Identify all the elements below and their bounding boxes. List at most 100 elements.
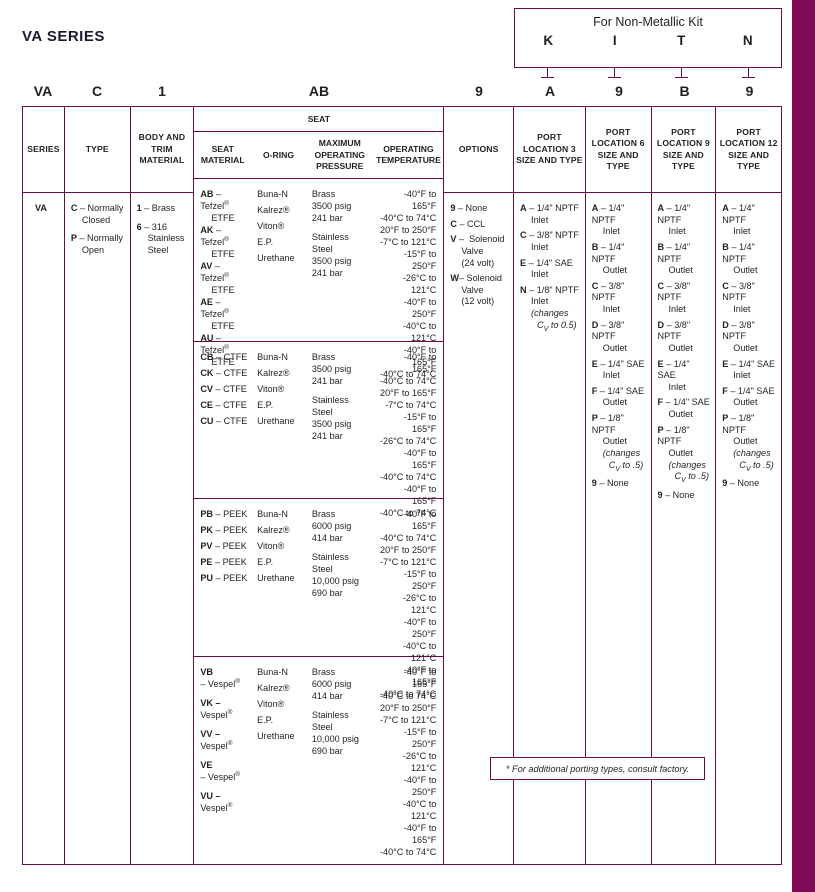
port-item-a: A – 1/4" NPTF Inlet [658, 203, 711, 238]
kit-letter-n: N [742, 33, 753, 48]
port-item-direction: Inlet [602, 370, 620, 381]
seat-group-peek: PB – PEEK PK – PEEK PV – PEEK PE – PEEK … [194, 499, 444, 699]
port-item-d: D – 3/8" NPTF Outlet [722, 320, 776, 355]
seat-materials-peek: PB – PEEK PK – PEEK PV – PEEK PE – PEEK … [200, 509, 248, 583]
part-number-code-row: VA C 1 AB 9 A 9 B 9 [22, 83, 782, 105]
kit-letter-k: K [543, 33, 554, 48]
column-seat-group: SEAT SEAT MATERIAL O-RING MAXIMUM OPERAT… [194, 107, 445, 864]
seat-temps-peek: -40°F to 165°F -40°C to 74°C 20°F to 250… [380, 509, 437, 699]
type-option-p: P – Normally Open [70, 233, 123, 255]
kit-letters-row: K I T N [515, 33, 781, 48]
port-item-a: A – 1/4" NPTF Inlet [592, 203, 646, 238]
code-seat: AB [308, 83, 330, 99]
seat-orings-tefzel: Buna-N Kalrez® Viton® E.P. Urethane [257, 189, 295, 263]
port-item-direction: Inlet [668, 226, 686, 237]
header-body-trim: BODY AND TRIM MATERIAL [130, 107, 194, 193]
header-seat-material: SEAT MATERIAL [200, 143, 245, 166]
body-option-6: 6 – 316 Stainless Steel [136, 221, 185, 255]
seat-group-ctfe: CB – CTFE CK – CTFE CV – CTFE CE – CTFE … [194, 342, 444, 518]
port-item-direction: Inlet [668, 304, 686, 314]
seat-materials-vespel: VB – Vespel® VK – Vespel® VV – Vespel® VE – … [200, 667, 241, 814]
column-type: TYPE C – Normally Closed P – Normally Op… [64, 107, 131, 864]
port-item-note: (changes [602, 447, 641, 458]
port-item-f: F – 1/4" SAE Outlet [657, 397, 710, 419]
code-port9: B [679, 83, 690, 99]
series-value: VA [34, 203, 47, 213]
port-item-e: E – 1/4" SAE Inlet [658, 359, 711, 394]
code-series: VA [33, 83, 53, 99]
port-item-direction: Inlet [668, 381, 686, 392]
port-item-c: C – 3/8" NPTF Inlet [658, 281, 711, 316]
header-max-pressure: MAXIMUM OPERATING PRESSURE [314, 138, 365, 171]
column-body-trim: BODY AND TRIM MATERIAL 1 – Brass 6 – 316… [130, 107, 195, 864]
port-item-b: B – 1/4" NPTF Outlet [658, 242, 711, 277]
port-item-direction: Outlet [733, 342, 758, 353]
port3-item-a: A – 1/4" NPTF Inlet [520, 203, 579, 225]
seat-temps-tefzel: -40°F to 165°F -40°C to 74°C 20°F to 250… [380, 189, 437, 379]
seat-orings-ctfe: Buna-N Kalrez® Viton® E.P. Urethane [257, 352, 295, 426]
option-w: W– Solenoid Valve (12 volt) [450, 273, 502, 307]
port-item-direction: Outlet [602, 342, 628, 353]
port3-body: A – 1/4" NPTF Inlet C – 3/8" NPTF Inlet … [514, 193, 585, 864]
option-v: V – Solenoid Valve (24 volt) [450, 234, 505, 268]
seat-group-tefzel: AB – Tefzel® ETFE AK – Tefzel® ETFE AV – T… [194, 179, 444, 379]
port-item-direction: Outlet [668, 342, 693, 353]
seat-pressure-peek: Brass 6000 psig 414 bar Stainless Steel … [311, 509, 359, 598]
port-item-a: A – 1/4" NPTF Inlet [722, 203, 776, 238]
header-series: SERIES [23, 107, 64, 193]
kit-title: For Non-Metallic Kit [593, 15, 703, 29]
port-item-note-cv: CV to .5) [739, 459, 774, 473]
body-trim-body: 1 – Brass 6 – 316 Stainless Steel [131, 193, 194, 864]
port-item-b: B – 1/4" NPTF Outlet [592, 242, 646, 277]
port-item-f: F – 1/4" SAE Outlet [722, 385, 775, 408]
port-item-f: F – 1/4" SAE Outlet [591, 385, 645, 408]
port-item-c: C – 3/8" NPTF Inlet [592, 281, 646, 316]
port-item-note-cv: CV to .5) [608, 459, 644, 473]
port-item-c: C – 3/8" NPTF Inlet [722, 281, 776, 316]
port6-body: A – 1/4" NPTF Inlet B – 1/4" NPTF Outlet C –… [586, 193, 651, 864]
port-item-direction: Outlet [733, 436, 758, 447]
header-port-6: PORT LOCATION 6 SIZE AND TYPE [585, 107, 651, 193]
column-series: SERIES VA [23, 107, 65, 864]
port-item-d: D – 3/8" NPTF Outlet [658, 320, 711, 355]
header-o-ring: O-RING [262, 149, 294, 160]
type-body: C – Normally Closed P – Normally Open [65, 193, 130, 864]
kit-connector-stems [514, 68, 782, 82]
port-item-note: (changes [733, 447, 771, 458]
kit-letter-t: T [677, 33, 686, 48]
header-options: OPTIONS [444, 107, 514, 193]
option-9: 9 – None [450, 203, 488, 213]
port-item-direction: Outlet [733, 397, 758, 408]
port-item-direction: Outlet [668, 409, 693, 419]
seat-pressure-vespel: Brass 6000 psig 414 bar Stainless Steel … [311, 667, 359, 756]
port-item-direction: Outlet [602, 397, 628, 408]
port-item-p: P – 1/8" NPTF Outlet (changes CV to .5) [592, 413, 646, 474]
port-item-direction: Outlet [668, 447, 693, 458]
seat-group-vespel: VB – Vespel® VK – Vespel® VV – Vespel® VE – … [194, 657, 443, 864]
column-options: OPTIONS 9 – None C – CCL V – Solenoid Va… [444, 107, 515, 864]
code-port3: A [544, 83, 556, 99]
seat-materials-tefzel: AB – Tefzel® ETFE AK – Tefzel® ETFE AV – T… [200, 189, 235, 368]
column-port-location-9: PORT LOCATION 9 SIZE AND TYPE A – 1/4" N… [651, 107, 717, 864]
port-item-direction: Outlet [602, 265, 628, 276]
port-item-note-cv: CV to .5) [674, 471, 710, 484]
header-op-temperature: OPERATING TEMPERATURE [376, 143, 441, 166]
header-seat: SEAT [194, 107, 444, 133]
header-port-9: PORT LOCATION 9 SIZE AND TYPE [651, 107, 716, 193]
footnote-box: * For additional porting types, consult … [490, 757, 705, 780]
port-item-p: P – 1/8" NPTF Outlet (changes CV to .5) [722, 413, 776, 474]
code-options: 9 [475, 83, 483, 99]
seat-orings-vespel: Buna-N Kalrez® Viton® E.P. Urethane [257, 667, 295, 741]
port-item-9: 9 – None [657, 489, 695, 500]
code-port12: 9 [745, 83, 754, 99]
kit-letter-i: I [612, 33, 617, 48]
port-item-direction: Outlet [602, 436, 628, 447]
right-edge-bar [792, 0, 815, 892]
port3-item-n: N – 1/8" NPTF Inlet (changes CV to 0.5) [520, 284, 579, 333]
port3-item-c: C – 3/8" NPTF Inlet [520, 230, 579, 252]
port-item-e: E – 1/4" SAE Inlet [722, 358, 776, 381]
seat-body: AB – Tefzel® ETFE AK – Tefzel® ETFE AV – T… [194, 179, 444, 864]
port-item-note: (changes [668, 459, 706, 470]
page-title: VA SERIES [22, 28, 105, 45]
code-port6: 9 [615, 83, 623, 99]
